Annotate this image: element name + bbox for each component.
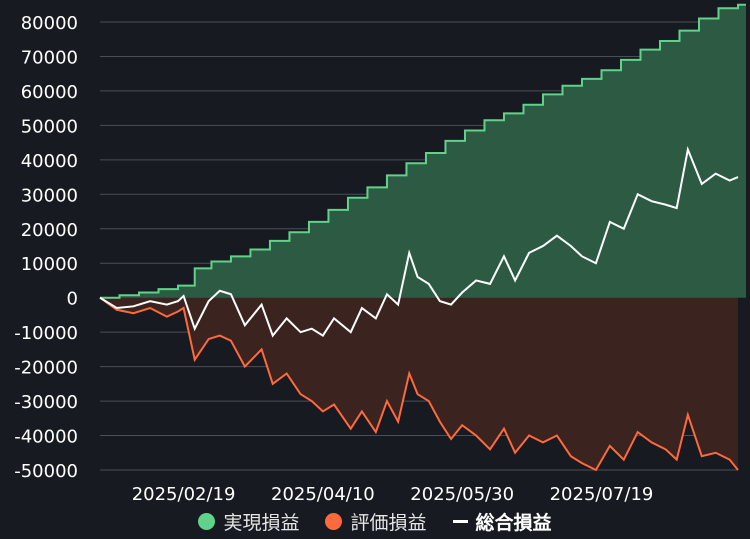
y-tick-label: -20000 bbox=[14, 358, 78, 379]
legend-item-unrealized[interactable]: 評価損益 bbox=[325, 508, 427, 535]
y-axis-ticks: 80000 70000 60000 50000 40000 30000 20000 10000… bbox=[14, 13, 78, 482]
total-line-icon bbox=[452, 519, 468, 523]
realized-area bbox=[100, 4, 746, 298]
y-tick-label: -40000 bbox=[14, 427, 78, 448]
legend-label-realized: 実現損益 bbox=[223, 511, 300, 534]
y-tick-label: 70000 bbox=[21, 47, 78, 68]
y-tick-label: 80000 bbox=[21, 13, 78, 34]
y-tick-label: -50000 bbox=[14, 461, 78, 482]
x-tick-label: 2025/05/30 bbox=[410, 484, 514, 505]
y-tick-label: -30000 bbox=[14, 392, 78, 413]
unrealized-line bbox=[99, 296, 739, 472]
y-tick-label: 0 bbox=[67, 289, 78, 310]
x-tick-label: 2025/02/19 bbox=[132, 484, 236, 505]
x-tick-label: 2025/04/10 bbox=[271, 484, 375, 505]
unrealized-area bbox=[100, 297, 738, 470]
y-tick-label: 20000 bbox=[21, 220, 78, 241]
y-tick-label: 60000 bbox=[21, 82, 78, 103]
y-tick-label: 40000 bbox=[21, 151, 78, 172]
legend: 実現損益 評価損益 総合損益 bbox=[0, 505, 750, 537]
area-fills bbox=[100, 4, 746, 470]
series-lines bbox=[99, 3, 746, 472]
x-tick-label: 2025/07/19 bbox=[550, 484, 654, 505]
realized-dot-icon bbox=[198, 512, 216, 530]
y-tick-label: 10000 bbox=[21, 254, 78, 275]
y-tick-label: -10000 bbox=[14, 323, 78, 344]
x-axis-ticks: 2025/02/19 2025/04/10 2025/05/30 2025/07/19 bbox=[132, 484, 654, 505]
total-line bbox=[99, 145, 739, 338]
realized-line bbox=[100, 3, 746, 299]
legend-label-unrealized: 評価損益 bbox=[350, 511, 427, 534]
y-tick-label: 50000 bbox=[21, 116, 78, 137]
legend-label-total: 総合損益 bbox=[475, 511, 552, 534]
y-tick-label: 30000 bbox=[21, 185, 78, 206]
legend-item-realized[interactable]: 実現損益 bbox=[198, 508, 299, 535]
legend-item-total[interactable]: 総合損益 bbox=[452, 508, 552, 535]
unrealized-dot-icon bbox=[325, 512, 343, 530]
